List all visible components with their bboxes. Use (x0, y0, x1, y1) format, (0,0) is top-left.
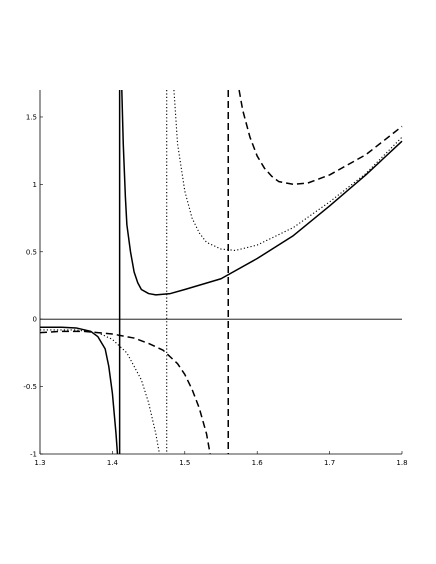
x-tick-label: 1.4 (107, 459, 119, 467)
x-tick-label: 1.8 (396, 459, 407, 467)
series-dotted-right-branch (173, 89, 403, 251)
series-dashed-right-branch (238, 89, 403, 186)
y-tick-label: 0 (33, 316, 37, 324)
series-group (39, 89, 403, 455)
y-tick-label: -1 (30, 451, 37, 459)
axes (39, 90, 403, 455)
asymptotes (118, 90, 229, 454)
x-tick-label: 1.3 (34, 459, 45, 467)
y-tick-label: 1 (33, 181, 37, 189)
x-tick-label: 1.7 (324, 459, 335, 467)
x-tick-label: 1.6 (252, 459, 264, 467)
x-tick-label: 1.5 (179, 459, 190, 467)
series-solid-right-branch (121, 89, 403, 296)
series-dashed-left-branch (39, 330, 211, 455)
series-dotted-left-branch (40, 329, 161, 455)
y-tick-label: -0.5 (23, 383, 37, 391)
tick-labels: 1.3 1.4 1.5 1.6 1.7 1.8 -1 -0.5 0 0.5 1 1.5 (23, 113, 407, 467)
y-tick-label: 0.5 (26, 248, 37, 256)
series-solid-left-branch (40, 326, 119, 455)
y-tick-label: 1.5 (26, 113, 37, 121)
